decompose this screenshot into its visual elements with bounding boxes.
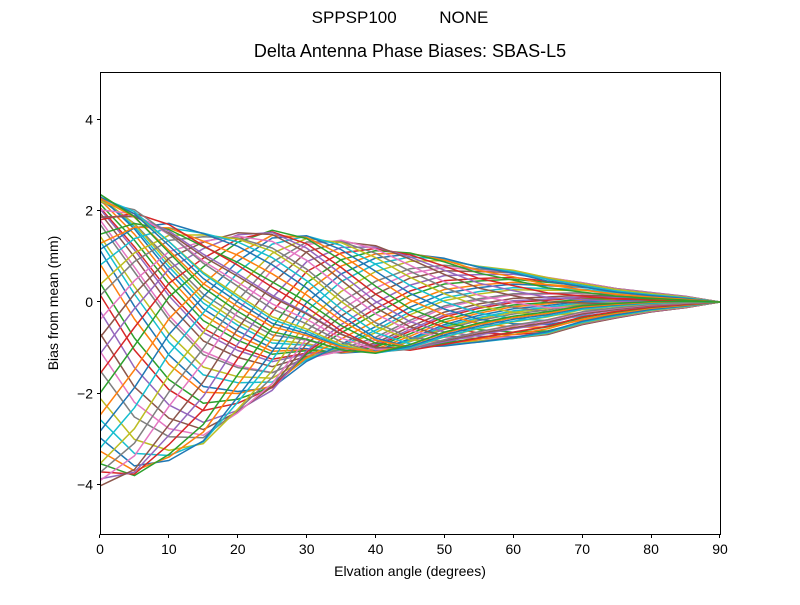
svg-text:50: 50 bbox=[437, 541, 453, 557]
svg-text:−2: −2 bbox=[77, 385, 93, 401]
svg-text:30: 30 bbox=[299, 541, 315, 557]
svg-text:Bias from mean (mm): Bias from mean (mm) bbox=[45, 236, 61, 371]
svg-text:4: 4 bbox=[85, 111, 93, 127]
svg-text:Delta Antenna Phase Biases: SB: Delta Antenna Phase Biases: SBAS-L5 bbox=[254, 41, 566, 61]
svg-text:40: 40 bbox=[368, 541, 384, 557]
svg-text:70: 70 bbox=[574, 541, 590, 557]
svg-text:60: 60 bbox=[506, 541, 522, 557]
svg-text:Elvation angle (degrees): Elvation angle (degrees) bbox=[334, 563, 486, 579]
svg-text:0: 0 bbox=[96, 541, 104, 557]
svg-text:10: 10 bbox=[161, 541, 177, 557]
svg-text:SPPSP100 NONE: SPPSP100 NONE bbox=[312, 8, 489, 27]
svg-text:80: 80 bbox=[643, 541, 659, 557]
svg-text:20: 20 bbox=[230, 541, 246, 557]
svg-text:90: 90 bbox=[712, 541, 728, 557]
svg-text:0: 0 bbox=[85, 294, 93, 310]
svg-text:2: 2 bbox=[85, 203, 93, 219]
svg-text:−4: −4 bbox=[77, 477, 93, 493]
